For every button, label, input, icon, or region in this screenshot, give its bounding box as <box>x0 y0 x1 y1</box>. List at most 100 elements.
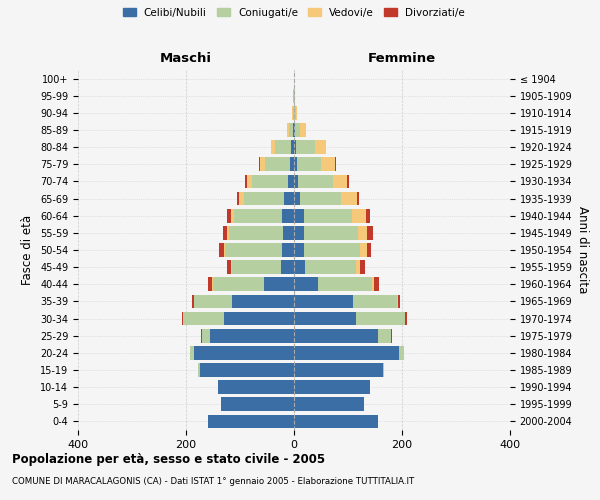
Bar <box>275 140 292 154</box>
Bar <box>260 158 265 171</box>
Bar <box>294 209 304 222</box>
Bar <box>296 140 315 154</box>
Bar <box>296 106 297 120</box>
Bar <box>259 158 260 171</box>
Bar <box>294 380 370 394</box>
Bar <box>224 312 294 326</box>
Bar <box>301 123 306 137</box>
Bar <box>194 294 232 308</box>
Text: Popolazione per età, sesso e stato civile - 2005: Popolazione per età, sesso e stato civil… <box>12 452 325 466</box>
Bar <box>367 243 371 257</box>
Bar <box>397 294 398 308</box>
Bar <box>227 226 229 239</box>
Bar <box>347 174 349 188</box>
Bar <box>294 312 356 326</box>
Bar <box>253 174 287 188</box>
Bar <box>293 123 294 137</box>
Text: Maschi: Maschi <box>160 52 212 65</box>
Bar <box>211 329 294 342</box>
Bar <box>193 294 194 308</box>
Bar <box>265 278 294 291</box>
Bar <box>294 346 400 360</box>
Bar <box>293 106 294 120</box>
Bar <box>190 346 194 360</box>
Bar <box>218 380 294 394</box>
Bar <box>229 226 283 239</box>
Bar <box>294 329 378 342</box>
Bar <box>372 278 374 291</box>
Text: COMUNE DI MARACALAGONIS (CA) - Dati ISTAT 1° gennaio 2005 - Elaborazione TUTTITA: COMUNE DI MARACALAGONIS (CA) - Dati ISTA… <box>12 478 414 486</box>
Text: Femmine: Femmine <box>368 52 436 65</box>
Bar <box>361 260 365 274</box>
Y-axis label: Fasce di età: Fasce di età <box>22 215 34 285</box>
Bar <box>287 174 294 188</box>
Bar <box>294 226 304 239</box>
Bar <box>194 346 294 360</box>
Bar <box>292 140 294 154</box>
Bar <box>294 174 298 188</box>
Bar <box>294 278 319 291</box>
Bar <box>294 398 364 411</box>
Bar <box>294 192 301 205</box>
Bar <box>294 243 304 257</box>
Bar <box>304 209 352 222</box>
Bar <box>244 192 284 205</box>
Bar <box>182 312 184 326</box>
Bar <box>305 260 356 274</box>
Bar <box>398 294 400 308</box>
Bar <box>232 294 294 308</box>
Bar <box>271 140 275 154</box>
Bar <box>247 174 253 188</box>
Bar <box>367 226 373 239</box>
Bar <box>304 243 361 257</box>
Bar <box>199 363 294 377</box>
Bar <box>184 312 224 326</box>
Bar <box>321 158 335 171</box>
Bar <box>202 329 211 342</box>
Y-axis label: Anni di nascita: Anni di nascita <box>576 206 589 294</box>
Bar <box>294 294 353 308</box>
Bar <box>231 209 233 222</box>
Bar <box>223 226 227 239</box>
Bar <box>341 192 357 205</box>
Bar <box>405 312 407 326</box>
Bar <box>227 209 231 222</box>
Bar <box>294 158 296 171</box>
Bar <box>400 346 404 360</box>
Bar <box>220 243 224 257</box>
Bar <box>315 140 326 154</box>
Bar <box>281 260 294 274</box>
Bar <box>213 278 265 291</box>
Bar <box>295 123 301 137</box>
Bar <box>378 329 391 342</box>
Bar <box>245 174 247 188</box>
Bar <box>298 174 334 188</box>
Bar <box>294 140 296 154</box>
Bar <box>294 363 383 377</box>
Bar <box>282 243 294 257</box>
Bar <box>366 209 370 222</box>
Bar <box>301 192 341 205</box>
Bar <box>227 260 231 274</box>
Bar <box>319 278 372 291</box>
Bar <box>356 312 405 326</box>
Bar <box>282 209 294 222</box>
Bar <box>287 123 289 137</box>
Bar <box>231 260 232 274</box>
Bar <box>294 106 296 120</box>
Bar <box>208 414 294 428</box>
Bar <box>356 260 361 274</box>
Bar <box>358 226 367 239</box>
Bar <box>294 123 295 137</box>
Bar <box>294 260 305 274</box>
Bar <box>283 226 294 239</box>
Bar <box>265 158 290 171</box>
Bar <box>289 123 293 137</box>
Bar <box>284 192 294 205</box>
Bar <box>221 398 294 411</box>
Bar <box>238 192 239 205</box>
Bar <box>334 174 347 188</box>
Bar <box>233 209 282 222</box>
Bar <box>357 192 359 205</box>
Bar <box>353 294 397 308</box>
